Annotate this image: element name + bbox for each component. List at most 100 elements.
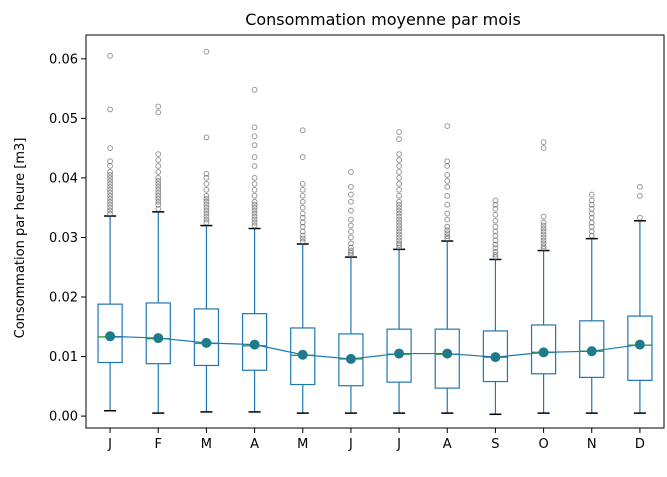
outlier-point (540, 139, 547, 146)
outlier-point (588, 214, 595, 221)
outlier-point (107, 180, 113, 187)
outlier-point (107, 158, 113, 165)
outlier-point (107, 52, 113, 59)
outlier-point (540, 231, 547, 238)
outlier-point (203, 192, 210, 199)
outlier-point (203, 134, 210, 141)
box-group-3 (193, 48, 220, 413)
outlier-point (251, 219, 258, 226)
iqr-box (434, 328, 460, 389)
outlier-point (396, 237, 402, 244)
outlier-point (155, 186, 162, 193)
outlier-point (492, 205, 499, 212)
outlier-point (396, 163, 402, 169)
outlier-point (444, 216, 451, 223)
outlier-point (107, 210, 113, 217)
outlier-point (107, 183, 113, 190)
outlier-point (444, 230, 451, 237)
outlier-point (444, 177, 451, 184)
outlier-point (203, 204, 210, 211)
iqr-box (627, 315, 653, 381)
box-group-8 (434, 123, 460, 414)
outlier-point (299, 154, 306, 160)
outlier-point (155, 169, 162, 175)
y-tick-label: 0.03 (49, 231, 78, 246)
box-group-6 (338, 169, 364, 414)
iqr-box (193, 308, 220, 367)
outlier-point (396, 219, 402, 226)
outlier-point (155, 180, 162, 187)
outlier-point (299, 127, 306, 134)
outlier-point (444, 233, 451, 240)
outlier-point (251, 192, 258, 199)
outlier-point (396, 228, 402, 235)
iqr-box (97, 303, 123, 364)
outlier-point (540, 240, 547, 247)
outlier-point (396, 225, 402, 232)
x-tick-label: J (396, 437, 401, 452)
outlier-point (251, 133, 258, 140)
outlier-point (588, 191, 595, 198)
y-tick-label: 0.06 (49, 52, 78, 67)
outlier-point (299, 180, 306, 187)
outlier-point (444, 163, 451, 169)
outlier-point (396, 198, 402, 205)
outlier-point (444, 172, 451, 178)
y-tick-label: 0.01 (49, 350, 78, 365)
box-group-4 (241, 86, 268, 413)
outlier-point (107, 201, 113, 208)
outlier-point (251, 86, 258, 93)
outlier-point (251, 210, 258, 217)
outlier-point (155, 192, 162, 199)
outlier-point (492, 232, 499, 239)
outlier-point (348, 169, 354, 175)
outlier-point (155, 163, 162, 169)
box-group-9 (482, 197, 509, 416)
outlier-point (203, 219, 210, 226)
outlier-point (155, 201, 162, 208)
outlier-point (444, 158, 451, 165)
outlier-point (155, 151, 162, 157)
outlier-point (637, 183, 643, 190)
outlier-point (251, 154, 258, 160)
outlier-point (299, 235, 306, 242)
outlier-point (396, 175, 402, 181)
mean-point (105, 331, 116, 342)
x-tick-label: S (491, 437, 499, 452)
outlier-point (251, 175, 258, 181)
x-tick-label: J (348, 437, 353, 452)
outlier-point (540, 237, 547, 244)
outlier-point (492, 217, 499, 224)
outlier-point (396, 210, 402, 217)
outlier-point (348, 222, 354, 229)
outlier-point (396, 129, 402, 135)
x-tick-label: M (201, 437, 212, 452)
outlier-point (107, 145, 113, 152)
iqr-box (338, 333, 364, 387)
outlier-point (155, 157, 162, 163)
outlier-point (348, 183, 354, 190)
outlier-point (251, 213, 258, 220)
outlier-point (251, 186, 258, 193)
outlier-point (107, 207, 113, 214)
outlier-point (251, 207, 258, 214)
outlier-point (251, 198, 258, 205)
mean-point (249, 339, 260, 350)
box-group-5 (290, 127, 316, 414)
outlier-point (396, 231, 402, 238)
outlier-point (155, 205, 162, 212)
outlier-point (251, 124, 258, 131)
outlier-point (251, 204, 258, 211)
outlier-point (203, 213, 210, 220)
outlier-point (348, 247, 354, 254)
outlier-point (540, 225, 547, 232)
outlier-point (396, 192, 402, 199)
outlier-point (540, 222, 547, 229)
outlier-point (155, 183, 162, 190)
outlier-point (251, 142, 258, 149)
box-group-10 (530, 139, 557, 414)
box-group-1 (97, 52, 123, 412)
outlier-point (396, 216, 402, 223)
axes-frame (85, 34, 665, 429)
